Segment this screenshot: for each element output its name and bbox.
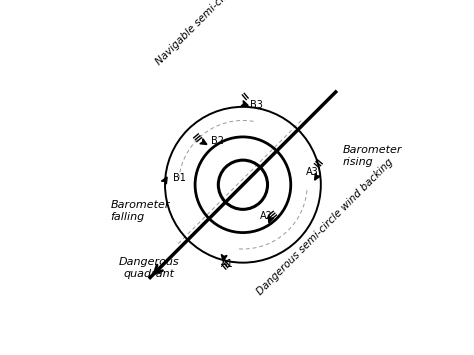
Polygon shape bbox=[268, 216, 274, 223]
Text: Navigable semi-circle wind veering: Navigable semi-circle wind veering bbox=[154, 0, 290, 67]
Text: Barometer
rising: Barometer rising bbox=[343, 145, 402, 167]
Text: Dangerous semi-circle wind backing: Dangerous semi-circle wind backing bbox=[255, 157, 395, 297]
Text: A3: A3 bbox=[306, 166, 319, 177]
Text: Barometer
falling: Barometer falling bbox=[110, 200, 170, 222]
Text: B3: B3 bbox=[250, 100, 263, 110]
Text: A2: A2 bbox=[260, 211, 273, 220]
Polygon shape bbox=[200, 139, 207, 144]
Polygon shape bbox=[241, 100, 248, 106]
Polygon shape bbox=[161, 177, 167, 184]
Text: B1: B1 bbox=[173, 173, 186, 183]
Text: Dangerous
quadrant: Dangerous quadrant bbox=[118, 257, 179, 279]
Polygon shape bbox=[221, 255, 227, 261]
Text: A1: A1 bbox=[221, 259, 234, 269]
Text: B2: B2 bbox=[211, 136, 224, 146]
Polygon shape bbox=[315, 173, 320, 180]
